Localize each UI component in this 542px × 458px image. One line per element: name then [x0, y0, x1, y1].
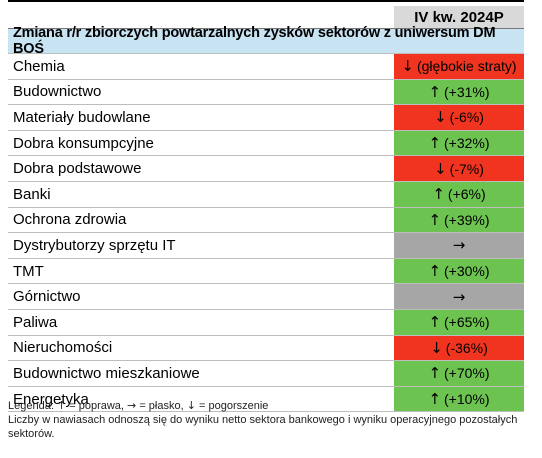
- legend-flat-text: = płasko,: [139, 400, 184, 412]
- down-arrow-icon: ↓: [401, 57, 414, 76]
- sector-name: Dobra podstawowe: [13, 160, 142, 178]
- change-cell: →: [393, 284, 524, 309]
- up-arrow-icon: ↑: [428, 390, 442, 409]
- change-value: (+6%): [447, 186, 486, 203]
- right-arrow-icon: →: [452, 236, 466, 255]
- sector-name: Paliwa: [13, 313, 58, 331]
- change-value: (głębokie straty): [416, 58, 517, 75]
- change-cell: ↓ (głębokie straty): [393, 54, 524, 79]
- sector-name: Energetyka: [13, 390, 89, 408]
- legend-up-text: = poprawa,: [69, 400, 124, 412]
- sector-name: Banki: [13, 185, 51, 203]
- change-value: (-6%): [449, 109, 484, 126]
- sector-name: Dobra konsumpcyjne: [13, 134, 154, 152]
- change-cell: ↑ (+10%): [393, 386, 524, 412]
- change-value: (+30%): [444, 263, 490, 280]
- down-arrow-icon: ↓: [434, 108, 447, 127]
- sector-name: Nieruchomości: [13, 339, 113, 357]
- period-column-header: IV kw. 2024P: [394, 6, 524, 28]
- change-cell: →: [393, 233, 524, 258]
- legend-down-text: = pogorszenie: [199, 400, 269, 412]
- sector-name: Ochrona zdrowia: [13, 211, 127, 229]
- up-arrow-icon: ↑: [428, 313, 442, 332]
- change-cell: ↑ (+70%): [393, 361, 524, 386]
- change-value: (+31%): [444, 83, 490, 100]
- change-cell: ↓ (-6%): [393, 105, 524, 130]
- sector-name: Dystrybutorzy sprzętu IT: [13, 236, 176, 254]
- change-value: (+39%): [444, 211, 490, 228]
- change-value: (+70%): [444, 365, 490, 382]
- table-row: Budownictwo mieszkaniowe ↑ (+70%): [8, 360, 524, 386]
- legend: Legenda: ↑ = poprawa, → = płasko, ↓ = po…: [8, 399, 528, 441]
- change-cell: ↑ (+30%): [393, 258, 524, 284]
- table-row: Chemia ↓ (głębokie straty): [8, 53, 524, 79]
- change-value: (-36%): [445, 339, 488, 356]
- change-cell: ↑ (+6%): [393, 181, 524, 207]
- sector-name: TMT: [13, 262, 44, 280]
- legend-note: Liczby w nawiasach odnoszą się do wyniku…: [8, 414, 518, 440]
- table-row: Energetyka ↑ (+10%): [8, 385, 524, 412]
- change-cell: ↑ (+39%): [393, 207, 524, 233]
- table-row: TMT ↑ (+30%): [8, 257, 524, 284]
- sector-earnings-table: IV kw. 2024P Zmiana r/r zbiorczych powta…: [8, 6, 524, 413]
- table-row: Materiały budowlane ↓ (-6%): [8, 104, 524, 130]
- change-cell: ↑ (+65%): [393, 309, 524, 335]
- down-arrow-icon: ↓: [434, 159, 447, 178]
- change-cell: ↓ (-36%): [393, 335, 524, 361]
- down-arrow-icon: ↓: [430, 338, 443, 357]
- up-arrow-icon: ↑: [428, 210, 442, 229]
- up-arrow-icon: ↑: [432, 185, 445, 204]
- table-row: Dobra podstawowe ↓ (-7%): [8, 155, 524, 181]
- bottom-rule: [8, 411, 524, 413]
- up-arrow-icon: ↑: [56, 399, 67, 412]
- change-value: (+65%): [444, 314, 490, 331]
- sector-name: Górnictwo: [13, 288, 81, 306]
- table-body: Chemia ↓ (głębokie straty) Budownictwo ↑ (+31…: [8, 53, 524, 412]
- table-row: Paliwa ↑ (+65%): [8, 308, 524, 335]
- sector-name: Budownictwo mieszkaniowe: [13, 364, 200, 382]
- up-arrow-icon: ↑: [428, 262, 442, 281]
- top-rule: [8, 0, 524, 2]
- table-row: Nieruchomości ↓ (-36%): [8, 334, 524, 361]
- table-row: Ochrona zdrowia ↑ (+39%): [8, 206, 524, 233]
- legend-line: Legenda: ↑ = poprawa, → = płasko, ↓ = po…: [8, 399, 528, 413]
- sector-name: Chemia: [13, 57, 65, 75]
- table-row: Dobra konsumpcyjne ↑ (+32%): [8, 129, 524, 156]
- change-value: (+10%): [444, 391, 490, 408]
- right-arrow-icon: →: [127, 399, 137, 412]
- up-arrow-icon: ↑: [428, 134, 442, 153]
- legend-label: Legenda:: [8, 400, 54, 412]
- up-arrow-icon: ↑: [428, 364, 442, 383]
- down-arrow-icon: ↓: [186, 399, 196, 412]
- table-row: Górnictwo →: [8, 283, 524, 309]
- table-header: IV kw. 2024P: [8, 6, 524, 28]
- change-cell: ↓ (-7%): [393, 156, 524, 181]
- up-arrow-icon: ↑: [428, 82, 442, 101]
- sector-name: Materiały budowlane: [13, 108, 151, 126]
- table-row: Banki ↑ (+6%): [8, 180, 524, 207]
- change-cell: ↑ (+32%): [393, 130, 524, 156]
- change-cell: ↑ (+31%): [393, 79, 524, 105]
- table-row: Budownictwo ↑ (+31%): [8, 78, 524, 105]
- sector-name: Budownictwo: [13, 83, 102, 101]
- right-arrow-icon: →: [452, 287, 466, 306]
- table-row: Dystrybutorzy sprzętu IT →: [8, 232, 524, 258]
- change-value: (-7%): [449, 160, 484, 177]
- table-title: Zmiana r/r zbiorczych powtarzalnych zysk…: [8, 25, 524, 57]
- change-value: (+32%): [444, 135, 490, 152]
